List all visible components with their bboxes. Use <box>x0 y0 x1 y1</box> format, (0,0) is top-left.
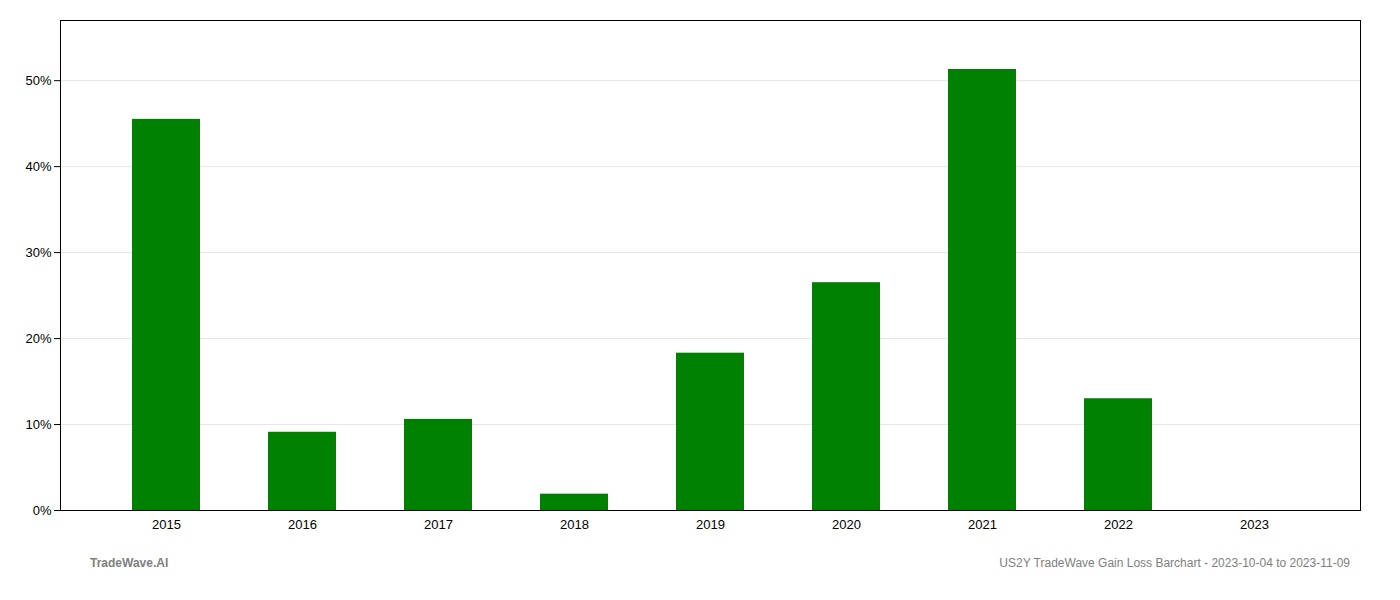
svg-text:2017: 2017 <box>424 517 453 532</box>
svg-text:2020: 2020 <box>832 517 861 532</box>
svg-text:0%: 0% <box>33 503 52 518</box>
html-text:US2Y TradeWave Gain Loss Barch: US2Y TradeWave Gain Loss Barchart - 2023… <box>999 556 1350 570</box>
svg-text:50%: 50% <box>25 73 51 88</box>
svg-text:40%: 40% <box>25 159 51 174</box>
svg-text:2015: 2015 <box>152 517 181 532</box>
svg-text:2023: 2023 <box>1240 517 1269 532</box>
svg-text:30%: 30% <box>25 245 51 260</box>
svg-text:20%: 20% <box>25 331 51 346</box>
svg-text:2022: 2022 <box>1104 517 1133 532</box>
svg-text:2019: 2019 <box>696 517 725 532</box>
svg-text:10%: 10% <box>25 417 51 432</box>
html-text:TradeWave.AI: TradeWave.AI <box>90 556 169 570</box>
svg-text:2016: 2016 <box>288 517 317 532</box>
svg-text:2018: 2018 <box>560 517 589 532</box>
svg-text:2021: 2021 <box>968 517 997 532</box>
